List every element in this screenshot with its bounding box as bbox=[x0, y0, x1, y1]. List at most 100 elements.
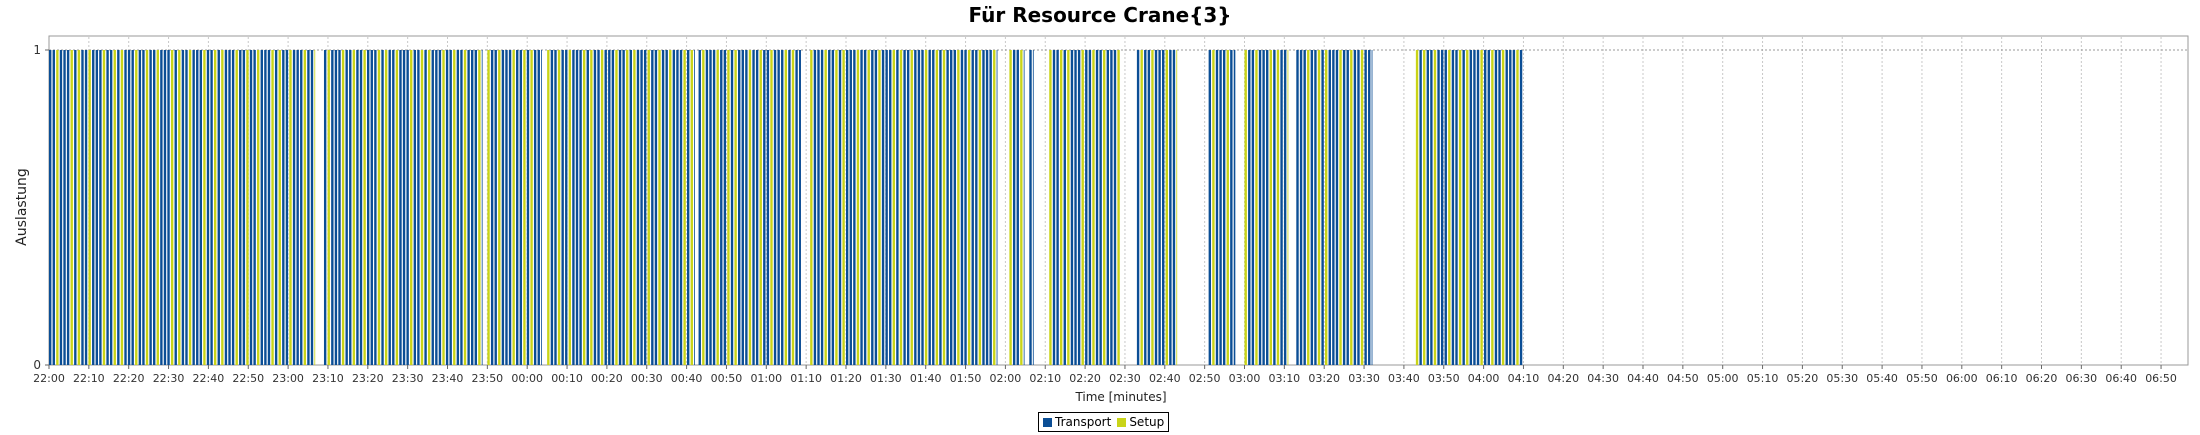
x-tick-label: 23:40 bbox=[432, 372, 464, 385]
y-axis-label: Auslastung bbox=[14, 168, 30, 246]
bar-setup bbox=[727, 50, 730, 365]
bar-transport bbox=[1266, 50, 1269, 365]
bar-transport bbox=[95, 50, 99, 365]
bar-transport bbox=[359, 50, 363, 365]
bar-transport bbox=[331, 50, 334, 365]
bar-setup bbox=[1360, 50, 1364, 365]
x-tick-label: 01:00 bbox=[750, 372, 782, 385]
bar-transport bbox=[374, 50, 377, 365]
bar-setup bbox=[748, 50, 752, 365]
bar-transport bbox=[1230, 50, 1233, 365]
bar-setup bbox=[170, 50, 174, 365]
x-tick-label: 01:30 bbox=[870, 372, 902, 385]
bar-transport bbox=[788, 50, 791, 365]
bar-setup bbox=[56, 50, 59, 365]
bar-setup bbox=[1458, 50, 1462, 365]
bar-setup bbox=[1276, 50, 1280, 365]
x-tick-label: 00:50 bbox=[711, 372, 743, 385]
bar-transport bbox=[1430, 50, 1433, 365]
bar-transport bbox=[127, 50, 131, 365]
bar-transport bbox=[1023, 50, 1025, 365]
bar-transport bbox=[1106, 50, 1110, 365]
bar-setup bbox=[113, 50, 116, 365]
bar-setup bbox=[824, 50, 827, 365]
bar-transport bbox=[174, 50, 177, 365]
bar-setup bbox=[530, 50, 533, 365]
bar-transport bbox=[597, 50, 600, 365]
bar-transport bbox=[989, 50, 992, 365]
bar-setup bbox=[1269, 50, 1272, 365]
bar-transport bbox=[636, 50, 640, 365]
bar-transport bbox=[755, 50, 759, 365]
bar-setup bbox=[626, 50, 629, 365]
bar-setup bbox=[835, 50, 838, 365]
bar-transport bbox=[1512, 50, 1516, 365]
bar-transport bbox=[1328, 50, 1331, 365]
x-tick-label: 03:10 bbox=[1268, 372, 1300, 385]
bar-setup bbox=[235, 50, 238, 365]
bar-setup bbox=[1466, 50, 1469, 365]
bar-transport bbox=[1056, 50, 1059, 365]
bar-transport bbox=[1222, 50, 1226, 365]
bar-transport bbox=[903, 50, 906, 365]
bar-setup bbox=[442, 50, 445, 365]
bar-setup bbox=[188, 50, 192, 365]
bar-transport bbox=[537, 50, 540, 365]
bar-transport bbox=[1032, 50, 1034, 365]
bar-transport bbox=[871, 50, 874, 365]
x-tick-label: 05:20 bbox=[1787, 372, 1819, 385]
bar-transport bbox=[253, 50, 256, 365]
bar-transport bbox=[1110, 50, 1113, 365]
bar-transport bbox=[296, 50, 299, 365]
legend-label-transport: Transport bbox=[1055, 415, 1112, 429]
x-tick-label: 06:30 bbox=[2065, 372, 2097, 385]
bar-transport bbox=[460, 50, 463, 365]
bar-transport bbox=[167, 50, 170, 365]
bar-transport bbox=[561, 50, 564, 365]
bar-setup bbox=[395, 50, 399, 365]
bar-transport bbox=[654, 50, 658, 365]
x-tick-label: 01:50 bbox=[950, 372, 982, 385]
bar-transport bbox=[1494, 50, 1498, 365]
bar-setup bbox=[303, 50, 307, 365]
bar-transport bbox=[1444, 50, 1447, 365]
bar-setup bbox=[88, 50, 91, 365]
bar-setup bbox=[427, 50, 431, 365]
bar-transport bbox=[224, 50, 228, 365]
x-tick-label: 23:50 bbox=[471, 372, 503, 385]
bar-transport bbox=[1310, 50, 1314, 365]
bar-transport bbox=[853, 50, 856, 365]
x-tick-label: 02:00 bbox=[990, 372, 1022, 385]
bar-transport bbox=[413, 50, 417, 365]
bar-transport bbox=[608, 50, 611, 365]
x-tick-label: 23:20 bbox=[352, 372, 384, 385]
bar-setup bbox=[384, 50, 388, 365]
bar-transport bbox=[1215, 50, 1219, 365]
bar-transport bbox=[74, 50, 77, 365]
legend-swatch-setup bbox=[1117, 417, 1127, 427]
bar-transport bbox=[1484, 50, 1487, 365]
bar-setup bbox=[910, 50, 913, 365]
x-tick-label: 03:20 bbox=[1308, 372, 1340, 385]
legend-item-setup: Setup bbox=[1117, 415, 1164, 429]
x-tick-label: 02:30 bbox=[1109, 372, 1141, 385]
bar-transport bbox=[618, 50, 622, 365]
bar-transport bbox=[745, 50, 748, 365]
x-tick-label: 04:50 bbox=[1667, 372, 1699, 385]
bar-transport bbox=[1144, 50, 1147, 365]
bar-setup bbox=[1117, 50, 1120, 365]
bar-setup bbox=[145, 50, 149, 365]
bar-transport bbox=[264, 50, 267, 365]
bar-transport bbox=[604, 50, 607, 365]
bar-setup bbox=[327, 50, 330, 365]
bar-transport bbox=[813, 50, 817, 365]
bar-setup bbox=[647, 50, 650, 365]
bar-setup bbox=[842, 50, 845, 365]
bar-setup bbox=[892, 50, 896, 365]
bar-transport bbox=[356, 50, 359, 365]
bar-setup bbox=[1423, 50, 1426, 365]
bar-setup bbox=[1140, 50, 1143, 365]
bar-transport bbox=[300, 50, 303, 365]
bar-transport bbox=[1509, 50, 1512, 365]
bar-transport bbox=[323, 50, 327, 365]
